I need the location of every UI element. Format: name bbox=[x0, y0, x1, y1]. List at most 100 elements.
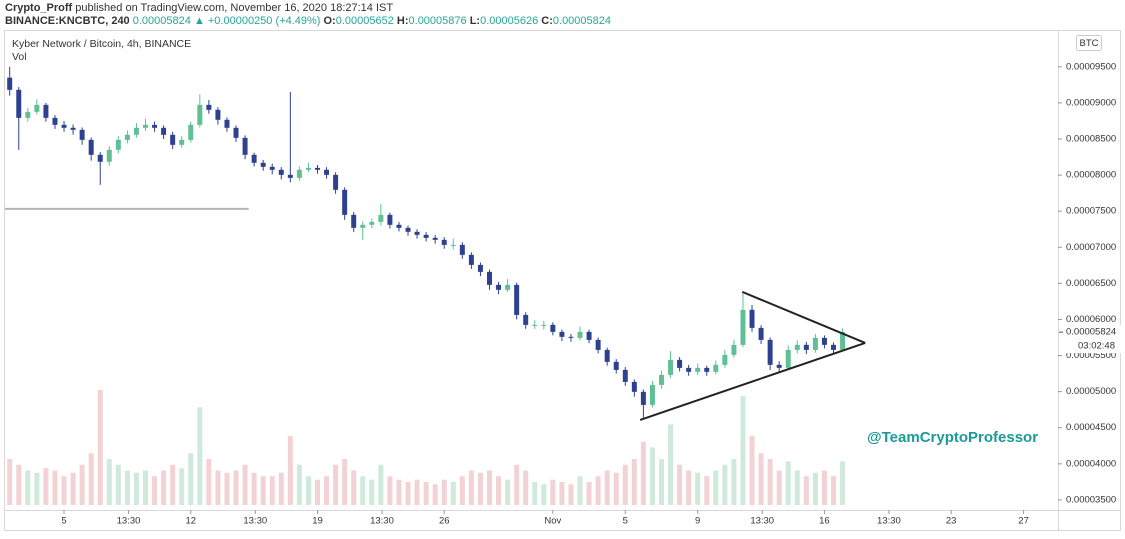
candle-body bbox=[315, 167, 320, 170]
volume-bar bbox=[695, 472, 701, 505]
candle-body bbox=[450, 244, 456, 246]
x-tick-label: 13:30 bbox=[117, 516, 141, 527]
volume-bar bbox=[179, 468, 185, 505]
currency: BTC bbox=[1080, 38, 1099, 49]
candle-body bbox=[233, 127, 239, 138]
volume-bar bbox=[441, 479, 447, 505]
y-tick-label: 0.00009500 bbox=[1066, 61, 1116, 72]
candle-body bbox=[305, 167, 311, 170]
volume-bar bbox=[577, 476, 583, 505]
volume-bar bbox=[496, 476, 502, 505]
volume-bar bbox=[640, 441, 646, 505]
candle-body bbox=[351, 214, 357, 228]
trend-line bbox=[639, 341, 866, 421]
candle-body bbox=[622, 369, 628, 382]
x-tick-label: 27 bbox=[1018, 516, 1029, 527]
candle-body bbox=[459, 244, 465, 255]
volume-bar bbox=[631, 459, 637, 505]
price-label-bg bbox=[1059, 325, 1121, 354]
volume-bar bbox=[487, 470, 492, 505]
candle-body bbox=[369, 221, 375, 225]
volume-bar bbox=[568, 484, 574, 505]
volume-bar bbox=[342, 459, 348, 505]
volume-bar bbox=[52, 470, 58, 505]
candle-body bbox=[34, 104, 40, 112]
published: published on TradingView.com, November 1… bbox=[75, 2, 393, 14]
candle-body bbox=[378, 214, 384, 222]
candle-body bbox=[785, 349, 791, 368]
volume-bar bbox=[514, 464, 520, 505]
volume-bar bbox=[133, 472, 139, 505]
symbol: BINANCE:KNCBTC, 240 bbox=[5, 15, 130, 27]
candle-body bbox=[586, 331, 592, 340]
volume-bar bbox=[315, 479, 320, 505]
volume-bar bbox=[532, 482, 538, 505]
candle-body bbox=[215, 109, 221, 120]
candle-body bbox=[251, 154, 257, 163]
volume-bar bbox=[432, 484, 438, 505]
volume-bar bbox=[170, 464, 176, 505]
candle-body bbox=[161, 127, 167, 135]
candle-body bbox=[333, 174, 339, 190]
candle-body bbox=[794, 344, 800, 350]
candle-body bbox=[487, 271, 492, 285]
volume-bar bbox=[305, 476, 311, 505]
volume-bar bbox=[396, 479, 402, 505]
y-tick-label: 0.00007000 bbox=[1066, 242, 1116, 253]
volume-bar bbox=[776, 470, 782, 505]
volume-bar bbox=[731, 459, 737, 505]
candle-body bbox=[831, 344, 836, 350]
volume-bar bbox=[43, 468, 49, 505]
candle-body bbox=[43, 104, 49, 118]
candle-body bbox=[278, 169, 284, 175]
x-tick-label: Nov bbox=[544, 516, 561, 527]
volume-bar bbox=[423, 482, 429, 505]
candle-body bbox=[668, 359, 674, 375]
change: ▲ +0.00000250 (+4.49%) bbox=[194, 15, 320, 27]
volume-bar bbox=[387, 476, 393, 505]
volume-bar bbox=[206, 459, 212, 505]
plot bbox=[5, 66, 866, 505]
candle-body bbox=[79, 129, 85, 140]
volume-bar bbox=[831, 476, 836, 505]
volume-bar bbox=[622, 464, 628, 505]
candle-body bbox=[16, 89, 22, 118]
watermark: @TeamCryptoProfessor bbox=[867, 429, 1038, 446]
volume-bar bbox=[468, 470, 474, 505]
candle-body bbox=[324, 169, 330, 175]
volume-label: Vol bbox=[12, 51, 27, 63]
volume-bar bbox=[61, 476, 67, 505]
candle-body bbox=[541, 324, 547, 326]
candle-body bbox=[523, 314, 529, 325]
x-tick-label: 19 bbox=[312, 516, 323, 527]
countdown: 03:02:48 bbox=[1078, 341, 1115, 352]
ohlc-label: L: bbox=[470, 15, 480, 27]
volume-bar bbox=[803, 476, 809, 505]
candle-body bbox=[613, 361, 619, 370]
candle-body bbox=[179, 139, 185, 145]
candle-body bbox=[559, 331, 565, 337]
candle-body bbox=[468, 254, 474, 265]
x-tick-label: 16 bbox=[819, 516, 830, 527]
ohlc-value: 0.00005626 bbox=[480, 15, 538, 27]
candle-body bbox=[360, 224, 366, 228]
candle-body bbox=[88, 139, 94, 155]
candle-body bbox=[776, 364, 782, 368]
volume-bar bbox=[106, 459, 112, 505]
volume-bar bbox=[668, 424, 674, 505]
volume-bar bbox=[414, 479, 420, 505]
volume-bar bbox=[523, 470, 529, 505]
ohlc-value: 0.00005824 bbox=[553, 15, 611, 27]
candle-body bbox=[197, 104, 203, 125]
candle-body bbox=[740, 309, 746, 345]
volume-bar bbox=[794, 470, 800, 505]
volume-bar bbox=[459, 476, 465, 505]
candle-body bbox=[143, 124, 148, 128]
y-tick-label: 0.00006500 bbox=[1066, 278, 1116, 289]
x-tick-label: 26 bbox=[439, 516, 450, 527]
x-tick-label: 9 bbox=[695, 516, 700, 527]
volume-bar bbox=[360, 476, 366, 505]
volume-bar bbox=[143, 470, 148, 505]
candle-body bbox=[25, 111, 31, 118]
